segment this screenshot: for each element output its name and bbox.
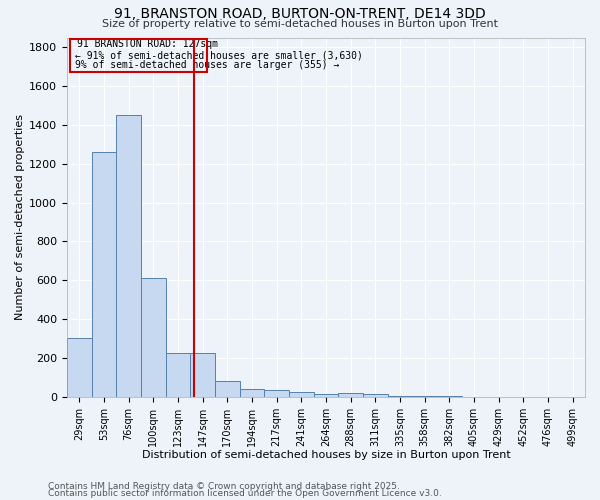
Bar	[116, 115, 141, 396]
Text: 91 BRANSTON ROAD: 127sqm: 91 BRANSTON ROAD: 127sqm	[77, 40, 218, 50]
Bar	[314, 394, 338, 396]
Bar	[215, 381, 239, 396]
X-axis label: Distribution of semi-detached houses by size in Burton upon Trent: Distribution of semi-detached houses by …	[142, 450, 511, 460]
Text: 9% of semi-detached houses are larger (355) →: 9% of semi-detached houses are larger (3…	[75, 60, 339, 70]
Bar	[141, 278, 166, 396]
Bar	[67, 338, 92, 396]
Bar	[289, 392, 314, 396]
Bar	[166, 353, 190, 397]
Bar	[265, 390, 289, 396]
Text: ← 91% of semi-detached houses are smaller (3,630): ← 91% of semi-detached houses are smalle…	[75, 50, 362, 60]
Bar	[190, 353, 215, 397]
Y-axis label: Number of semi-detached properties: Number of semi-detached properties	[15, 114, 25, 320]
Bar	[239, 389, 265, 396]
Text: Contains public sector information licensed under the Open Government Licence v3: Contains public sector information licen…	[48, 489, 442, 498]
Bar	[363, 394, 388, 396]
Bar	[338, 393, 363, 396]
Text: 91, BRANSTON ROAD, BURTON-ON-TRENT, DE14 3DD: 91, BRANSTON ROAD, BURTON-ON-TRENT, DE14…	[114, 8, 486, 22]
Bar	[92, 152, 116, 396]
Text: Contains HM Land Registry data © Crown copyright and database right 2025.: Contains HM Land Registry data © Crown c…	[48, 482, 400, 491]
Text: Size of property relative to semi-detached houses in Burton upon Trent: Size of property relative to semi-detach…	[102, 19, 498, 29]
